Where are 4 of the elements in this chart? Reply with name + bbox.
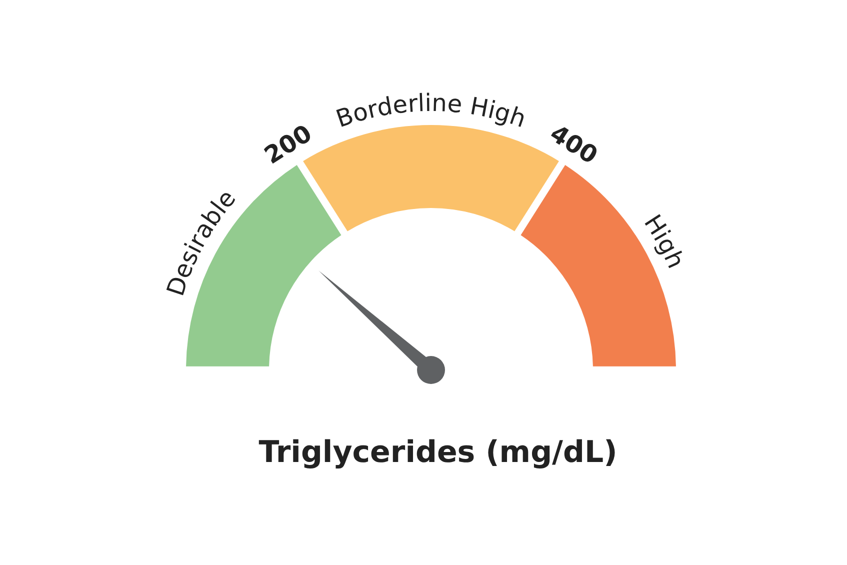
- text: Triglycerides (mg/dL): [258, 435, 618, 470]
- text: 200: [260, 119, 317, 170]
- text: 400: [545, 119, 602, 170]
- slice-label: Borderline High: [332, 88, 530, 134]
